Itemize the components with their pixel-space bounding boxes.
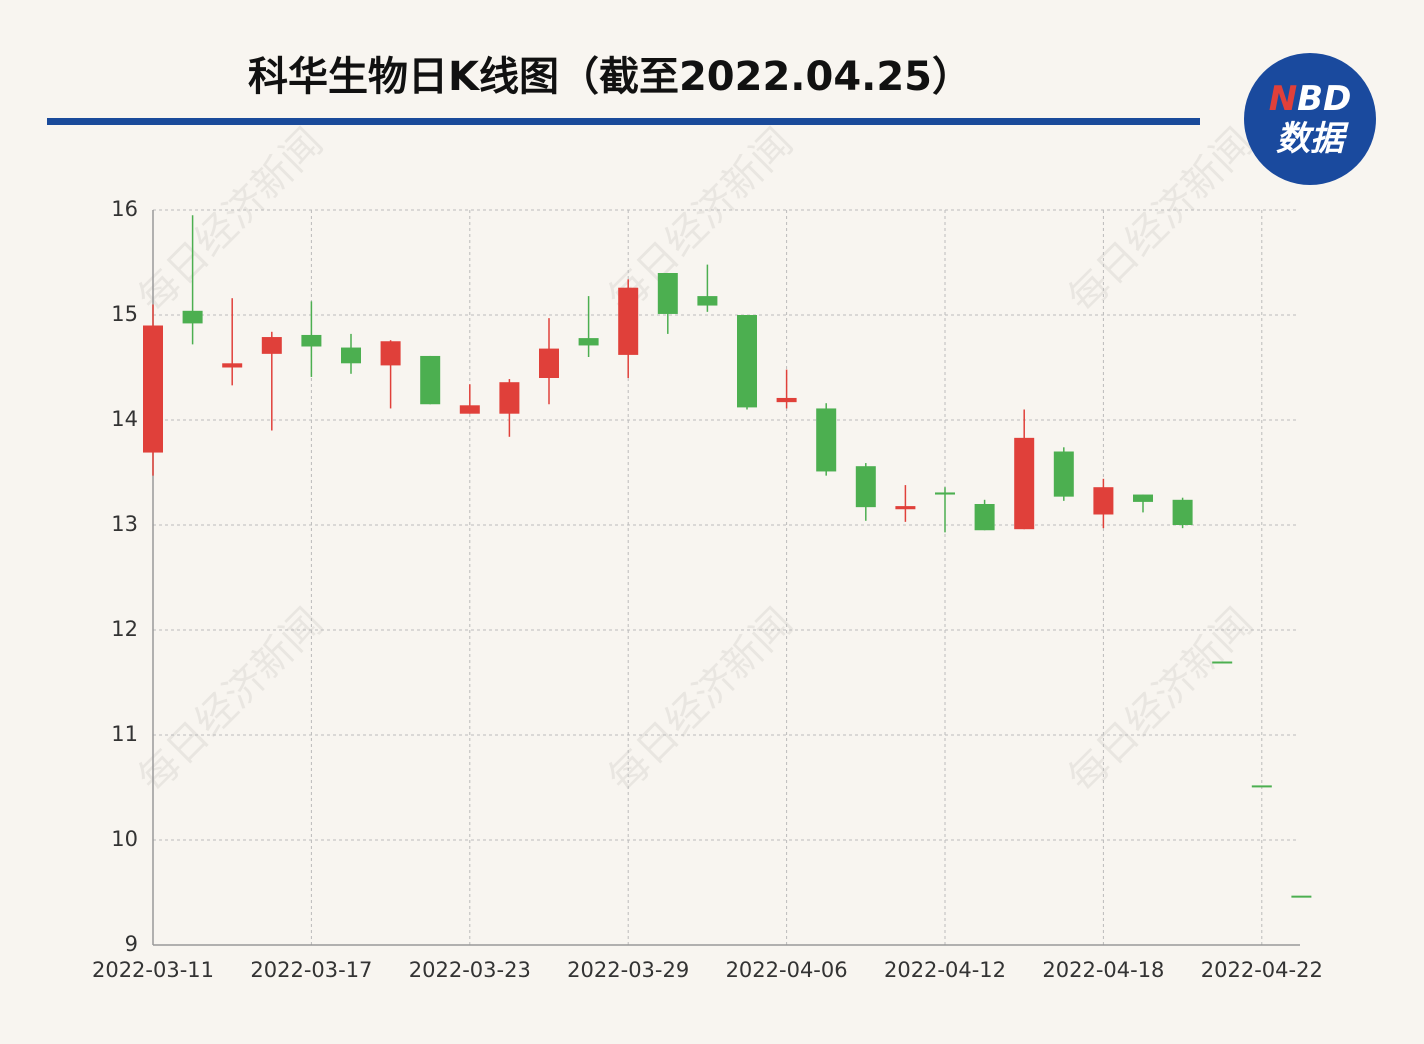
x-tick-label: 2022-04-06 — [726, 958, 848, 982]
candle-body — [974, 504, 995, 531]
candle-body — [855, 466, 876, 508]
logo-n: N — [1269, 79, 1297, 119]
x-tick-label: 2022-04-22 — [1201, 958, 1323, 982]
candle-body — [261, 337, 282, 354]
y-tick-label: 14 — [111, 407, 138, 431]
candle-body — [459, 405, 480, 414]
candle-body — [578, 338, 599, 346]
candle-body — [816, 408, 837, 472]
x-tick-label: 2022-03-17 — [250, 958, 372, 982]
title-rule — [47, 118, 1200, 125]
candle-body — [1014, 437, 1035, 530]
logo-bd: BD — [1297, 79, 1351, 119]
y-tick-label: 16 — [111, 197, 138, 221]
candle-body — [143, 325, 163, 453]
x-tick-label: 2022-03-29 — [567, 958, 689, 982]
candle-body — [499, 382, 520, 414]
candle-body — [1172, 499, 1193, 525]
candle-body — [657, 273, 678, 314]
chart-title: 科华生物日K线图（截至2022.04.25） — [248, 54, 972, 100]
candle-body — [301, 334, 322, 347]
candle-body — [737, 315, 757, 408]
candle-body — [1291, 895, 1312, 898]
candle-body — [1251, 785, 1272, 788]
y-tick-label: 11 — [111, 722, 138, 746]
candle-body — [618, 287, 639, 355]
candle-body — [341, 347, 361, 364]
logo — [1244, 53, 1376, 185]
candle-body — [222, 363, 243, 368]
y-tick-label: 13 — [111, 512, 138, 536]
candle-body — [1053, 451, 1074, 497]
candle-body — [895, 506, 916, 510]
candle-body — [539, 348, 559, 378]
candle-body — [420, 355, 441, 405]
y-tick-label: 9 — [125, 932, 138, 956]
y-tick-label: 10 — [111, 827, 138, 851]
x-tick-label: 2022-04-12 — [884, 958, 1006, 982]
y-tick-label: 12 — [111, 617, 138, 641]
candle-body — [380, 341, 401, 366]
logo-text: NBD — [1269, 79, 1352, 119]
candle-body — [1212, 661, 1233, 664]
x-tick-label: 2022-04-18 — [1042, 958, 1164, 982]
candle-body — [1093, 487, 1114, 515]
candle-body — [182, 310, 203, 324]
candle-body — [1133, 494, 1153, 502]
x-tick-label: 2022-03-23 — [409, 958, 531, 982]
x-tick-label: 2022-03-11 — [92, 958, 214, 982]
y-tick-label: 15 — [111, 302, 138, 326]
logo-text: 数据 — [1276, 119, 1349, 159]
candle-body — [776, 397, 797, 403]
candle-body — [935, 492, 955, 495]
candle-body — [697, 296, 718, 306]
